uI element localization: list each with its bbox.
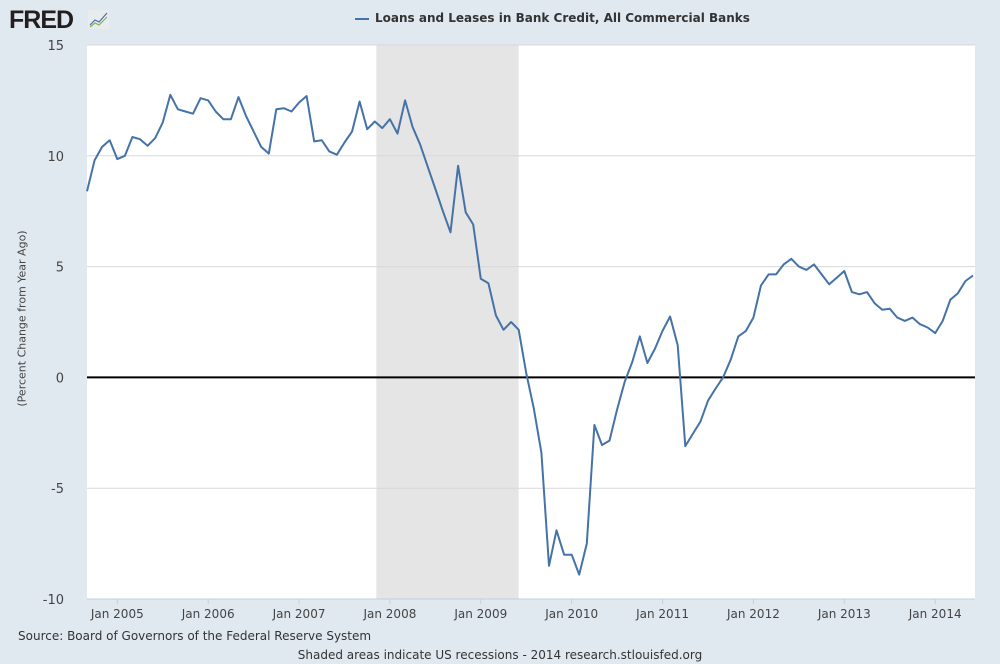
y-tick-label: -5 [51, 482, 64, 497]
x-tick-label: Jan 2005 [90, 607, 144, 621]
y-tick-label: 0 [56, 371, 64, 386]
x-tick-label: Jan 2011 [635, 607, 689, 621]
x-tick-label: Jan 2013 [817, 607, 871, 621]
x-tick-label: Jan 2012 [726, 607, 780, 621]
recession-shade [376, 45, 519, 599]
plot-area [87, 45, 975, 599]
x-tick-label: Jan 2014 [908, 607, 962, 621]
legend-label: Loans and Leases in Bank Credit, All Com… [375, 11, 750, 25]
fred-chart-icon [88, 10, 109, 29]
series-line [86, 93, 974, 576]
x-tick-label: Jan 2010 [544, 607, 598, 621]
fred-logo[interactable]: FRED [9, 6, 74, 34]
x-tick-label: Jan 2006 [181, 607, 235, 621]
recession-note: Shaded areas indicate US recessions - 20… [297, 648, 703, 662]
x-tick-label: Jan 2009 [453, 607, 507, 621]
source-note: Source: Board of Governors of the Federa… [18, 629, 372, 643]
y-tick-label: 5 [56, 261, 64, 276]
x-tick-label: Jan 2008 [362, 607, 416, 621]
chart-legend: Loans and Leases in Bank Credit, All Com… [355, 11, 750, 25]
legend-swatch [355, 17, 369, 20]
y-tick-label: 10 [47, 150, 64, 165]
y-tick-label: 15 [47, 39, 64, 54]
y-tick-label: -10 [43, 593, 64, 608]
x-tick-label: Jan 2007 [272, 607, 326, 621]
